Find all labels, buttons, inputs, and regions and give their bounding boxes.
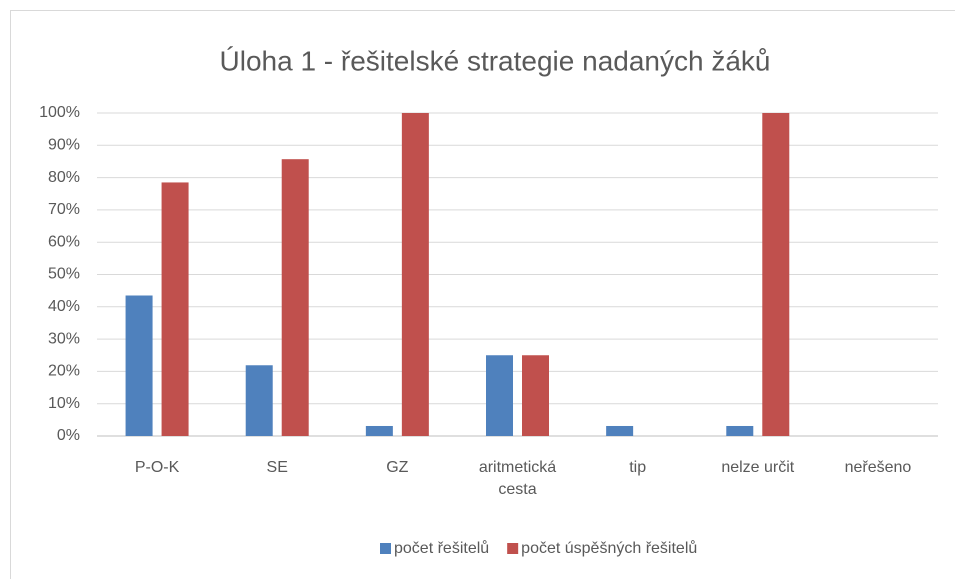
y-tick-label: 100% bbox=[39, 104, 80, 121]
y-tick-label: 70% bbox=[48, 201, 80, 218]
bar bbox=[401, 113, 429, 436]
y-tick-label: 10% bbox=[48, 395, 80, 412]
bar bbox=[125, 295, 153, 436]
x-tick-label: GZ bbox=[386, 459, 409, 476]
bar bbox=[726, 425, 754, 436]
legend-label: počet řešitelů bbox=[394, 539, 489, 557]
chart-title: Úloha 1 - řešitelské strategie nadaných … bbox=[220, 45, 771, 76]
y-tick-label: 20% bbox=[48, 363, 80, 380]
y-tick-label: 0% bbox=[57, 427, 80, 444]
legend-swatch bbox=[507, 543, 519, 554]
x-tick-label: neřešeno bbox=[844, 459, 912, 476]
y-tick-label: 50% bbox=[48, 266, 80, 283]
bar bbox=[606, 425, 634, 436]
bar bbox=[762, 113, 790, 436]
y-tick-label: 80% bbox=[48, 169, 80, 186]
x-tick-label: nelze určit bbox=[721, 459, 795, 476]
x-tick-label: tip bbox=[629, 459, 647, 476]
y-tick-label: 30% bbox=[48, 330, 80, 347]
bar bbox=[161, 182, 189, 436]
y-tick-label: 40% bbox=[48, 298, 80, 315]
bar bbox=[522, 355, 549, 436]
x-tick-label: SE bbox=[266, 459, 288, 476]
bar bbox=[245, 365, 273, 436]
bar bbox=[486, 355, 513, 436]
bar bbox=[365, 425, 393, 436]
legend-label: počet úspěšných řešitelů bbox=[521, 539, 697, 557]
bar bbox=[281, 159, 309, 436]
legend-swatch bbox=[380, 543, 391, 554]
x-tick-label: P-O-K bbox=[134, 459, 180, 476]
y-tick-label: 90% bbox=[48, 137, 80, 154]
x-tick-label: aritmetická cesta bbox=[478, 459, 557, 498]
y-tick-label: 60% bbox=[48, 233, 80, 250]
